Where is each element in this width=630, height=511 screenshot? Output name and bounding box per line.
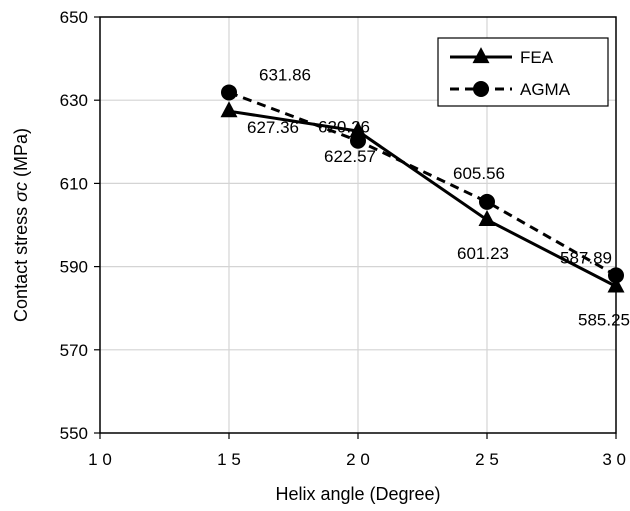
legend-item-fea: FEA (450, 47, 554, 67)
data-point-agma (479, 193, 495, 210)
x-tick-label: 1 0 (88, 450, 112, 469)
series-line-agma (228, 91, 617, 277)
data-label-agma: 620.26 (318, 118, 370, 137)
data-point-fea (478, 209, 496, 226)
data-point-fea (220, 101, 238, 118)
data-label-fea: 601.23 (457, 244, 509, 263)
data-point-agma (608, 267, 624, 284)
y-axis-label-suffix: (MPa) (11, 128, 31, 182)
y-axis-label-prefix: Contact stress (11, 202, 31, 322)
data-label-fea: 585.25 (578, 310, 630, 329)
series-fea (220, 101, 625, 293)
y-tick-label: 610 (60, 174, 88, 193)
data-label-agma: 587.89 (560, 248, 612, 267)
legend-box (437, 37, 609, 107)
y-tick-label: 550 (60, 424, 88, 443)
y-axis-label-symbol: σc (11, 182, 31, 202)
legend-label-agma: AGMA (520, 80, 571, 99)
x-tick-label: 2 0 (346, 450, 370, 469)
x-tick-label: 2 5 (475, 450, 499, 469)
y-axis-label: Contact stress σc (MPa) (11, 128, 31, 322)
data-label-agma: 631.86 (259, 65, 311, 84)
y-tick-label: 590 (60, 258, 88, 277)
x-tick-label: 1 5 (217, 450, 241, 469)
y-tick-label: 630 (60, 91, 88, 110)
data-point-fea (349, 121, 367, 138)
data-label-fea: 622.57 (324, 147, 376, 166)
legend: FEA AGMA (437, 37, 609, 107)
y-tick-label: 570 (60, 341, 88, 360)
legend-marker-fea (472, 47, 490, 64)
series-line-fea (228, 109, 617, 288)
data-label-agma: 605.56 (453, 164, 505, 183)
y-axis-ticks: 550 570 590 610 630 650 (60, 8, 100, 443)
legend-marker-agma (473, 81, 489, 97)
data-labels: 627.36 622.57 601.23 585.25 631.86 620.26 605.… (247, 65, 630, 329)
x-axis-ticks: 1 0 1 5 2 0 2 5 3 0 (88, 433, 626, 469)
legend-label-fea: FEA (520, 48, 554, 67)
y-tick-label: 650 (60, 8, 88, 27)
legend-item-agma: AGMA (450, 80, 571, 99)
x-tick-label: 3 0 (602, 450, 626, 469)
series-layer (220, 84, 625, 293)
x-axis-label: Helix angle (Degree) (275, 484, 440, 504)
data-point-agma (221, 84, 237, 101)
data-point-fea (607, 276, 625, 293)
data-label-fea: 627.36 (247, 118, 299, 137)
